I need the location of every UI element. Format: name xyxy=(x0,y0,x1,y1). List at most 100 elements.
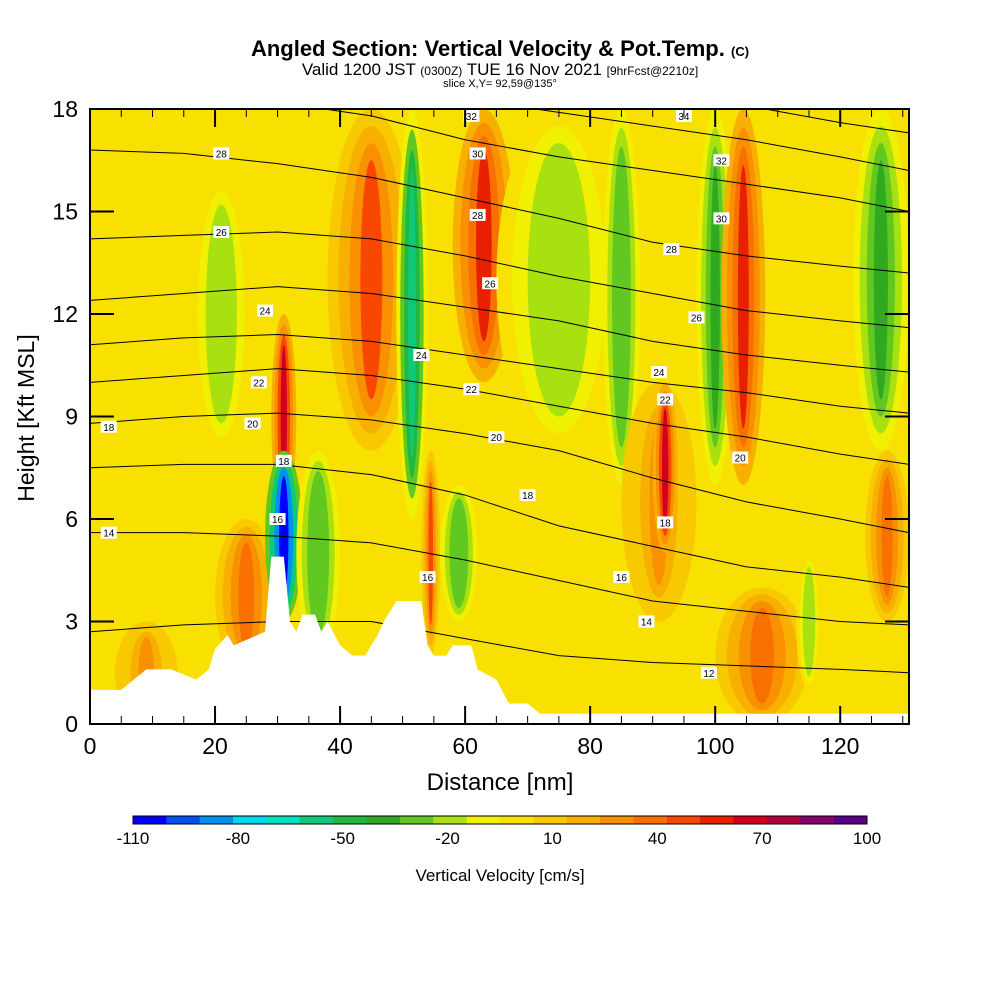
colorbar-ticks: -110 -80 -50 -20 10 40 70 100 xyxy=(117,829,882,848)
contour-label: 16 xyxy=(272,515,284,526)
contour-label: 22 xyxy=(466,385,478,396)
colorbar-tick-label: -50 xyxy=(330,829,355,848)
colorbar-swatch xyxy=(299,816,334,824)
contour-label: 12 xyxy=(703,669,715,680)
x-axis-label: Distance [nm] xyxy=(427,769,574,796)
contour-label-bg xyxy=(257,304,274,317)
colorbar-label: Vertical Velocity [cm/s] xyxy=(415,866,584,885)
colorbar-swatch xyxy=(199,816,234,824)
colorbar-frame xyxy=(132,815,868,825)
colorbar-tick-label: 100 xyxy=(853,829,881,848)
contour-label-bg xyxy=(213,226,230,238)
contour-label: 24 xyxy=(259,307,271,318)
contour-label: 24 xyxy=(416,351,428,362)
contour-label-bg xyxy=(613,571,630,584)
contour-label: 20 xyxy=(247,419,259,430)
colorbar-tick-label: 70 xyxy=(753,829,772,848)
contour-label: 16 xyxy=(422,573,434,584)
contour-labels: 28 26 24 22 20 18 18 16 14 16 32 30 28 26 24 22 20 18 16 14… xyxy=(100,109,749,680)
theta-contour-20 xyxy=(90,368,909,465)
contour-label-bg xyxy=(713,212,730,225)
theta-contour-28 xyxy=(90,149,909,274)
x-tick-label: 60 xyxy=(452,733,478,759)
theta-contour-16 xyxy=(90,463,909,588)
contour-label: 18 xyxy=(660,518,672,529)
theta-contour-32 xyxy=(531,109,909,171)
chart-title-text: Angled Section: Vertical Velocity & Pot.… xyxy=(250,36,725,61)
velocity-feature-updraft xyxy=(737,165,749,429)
slice-info: slice X,Y= 92,59@135° xyxy=(443,78,557,90)
theta-contour-34 xyxy=(762,109,909,134)
contour-label-bg xyxy=(100,420,117,433)
colorbar-swatch xyxy=(566,816,601,824)
contour-label-bg xyxy=(469,208,486,221)
velocity-feature-downdraft xyxy=(873,160,888,400)
colorbar-tick-label: 40 xyxy=(648,829,667,848)
colorbar-swatch xyxy=(266,816,301,824)
contour-label: 16 xyxy=(616,573,628,584)
y-tick-label: 6 xyxy=(65,506,78,532)
theta-contour-30 xyxy=(320,109,909,212)
contour-label-bg xyxy=(463,383,480,396)
theta-contour-24 xyxy=(90,286,909,373)
theta-contour-18 xyxy=(90,412,909,534)
y-tick-label: 15 xyxy=(52,199,78,225)
colorbar-swatch xyxy=(800,816,835,824)
colorbar-swatch xyxy=(333,816,368,824)
contour-label-bg xyxy=(100,526,117,539)
contour-label: 34 xyxy=(678,112,690,123)
contour-label-bg xyxy=(688,311,705,324)
colorbar-swatch xyxy=(399,816,434,824)
contour-label: 22 xyxy=(253,378,265,389)
x-tick-label: 0 xyxy=(84,733,97,759)
contour-label-bg xyxy=(713,154,730,167)
x-tick-label: 120 xyxy=(821,733,859,759)
contour-label: 32 xyxy=(716,156,728,167)
colorbar-tick-label: -20 xyxy=(435,829,460,848)
colorbar-swatch xyxy=(233,816,267,824)
forecast-info: [9hrFcst@2210z] xyxy=(606,64,699,78)
colorbar-tick-label: -80 xyxy=(226,829,251,848)
contour-label-bg xyxy=(463,109,480,122)
velocity-feature-downdraft xyxy=(213,218,230,410)
contour-label-bg xyxy=(732,451,749,464)
contour-label-bg xyxy=(469,147,486,160)
contour-label-bg xyxy=(275,454,292,467)
colorbar-tick-label: 10 xyxy=(543,829,562,848)
velocity-feature-updraft xyxy=(360,160,383,400)
y-axis: 0 3 6 9 12 15 18 xyxy=(52,96,909,737)
velocity-feature-downdraft xyxy=(805,573,813,670)
theta-contour-14 xyxy=(90,532,909,626)
colorbar-swatch xyxy=(466,816,501,824)
contour-label: 20 xyxy=(491,433,503,444)
valid-utc: (0300Z) xyxy=(420,64,463,78)
contour-label: 28 xyxy=(666,245,678,256)
theta-contour-22 xyxy=(90,333,909,414)
contour-label: 28 xyxy=(472,211,484,222)
terrain-fill xyxy=(90,556,909,724)
colorbar-swatch xyxy=(166,816,201,824)
colorbar-swatch xyxy=(500,816,534,824)
colorbar-swatch xyxy=(433,816,468,824)
valid-time-line: Valid 1200 JST (0300Z) TUE 16 Nov 2021 [… xyxy=(0,60,1000,80)
velocity-field xyxy=(90,109,909,724)
contour-label: 24 xyxy=(653,368,665,379)
y-tick-label: 9 xyxy=(65,404,78,430)
contour-label-bg xyxy=(638,615,655,628)
velocity-feature-updraft xyxy=(750,607,774,704)
velocity-feature-updraft xyxy=(428,481,434,625)
chart-title: Angled Section: Vertical Velocity & Pot.… xyxy=(0,36,1000,62)
contour-label: 18 xyxy=(103,423,115,434)
colorbar-swatch xyxy=(766,816,801,824)
contour-label-bg xyxy=(413,349,430,361)
velocity-feature-downdraft xyxy=(408,170,416,458)
y-axis-label: Height [Kft MSL] xyxy=(13,334,39,501)
velocity-feature-updraft xyxy=(881,476,893,596)
x-tick-label: 40 xyxy=(327,733,353,759)
contour-label: 18 xyxy=(278,457,290,468)
theta-contour-12 xyxy=(90,621,909,674)
contour-label-bg xyxy=(700,666,717,679)
colorbar-swatch xyxy=(666,816,701,824)
contour-label: 14 xyxy=(103,529,115,540)
